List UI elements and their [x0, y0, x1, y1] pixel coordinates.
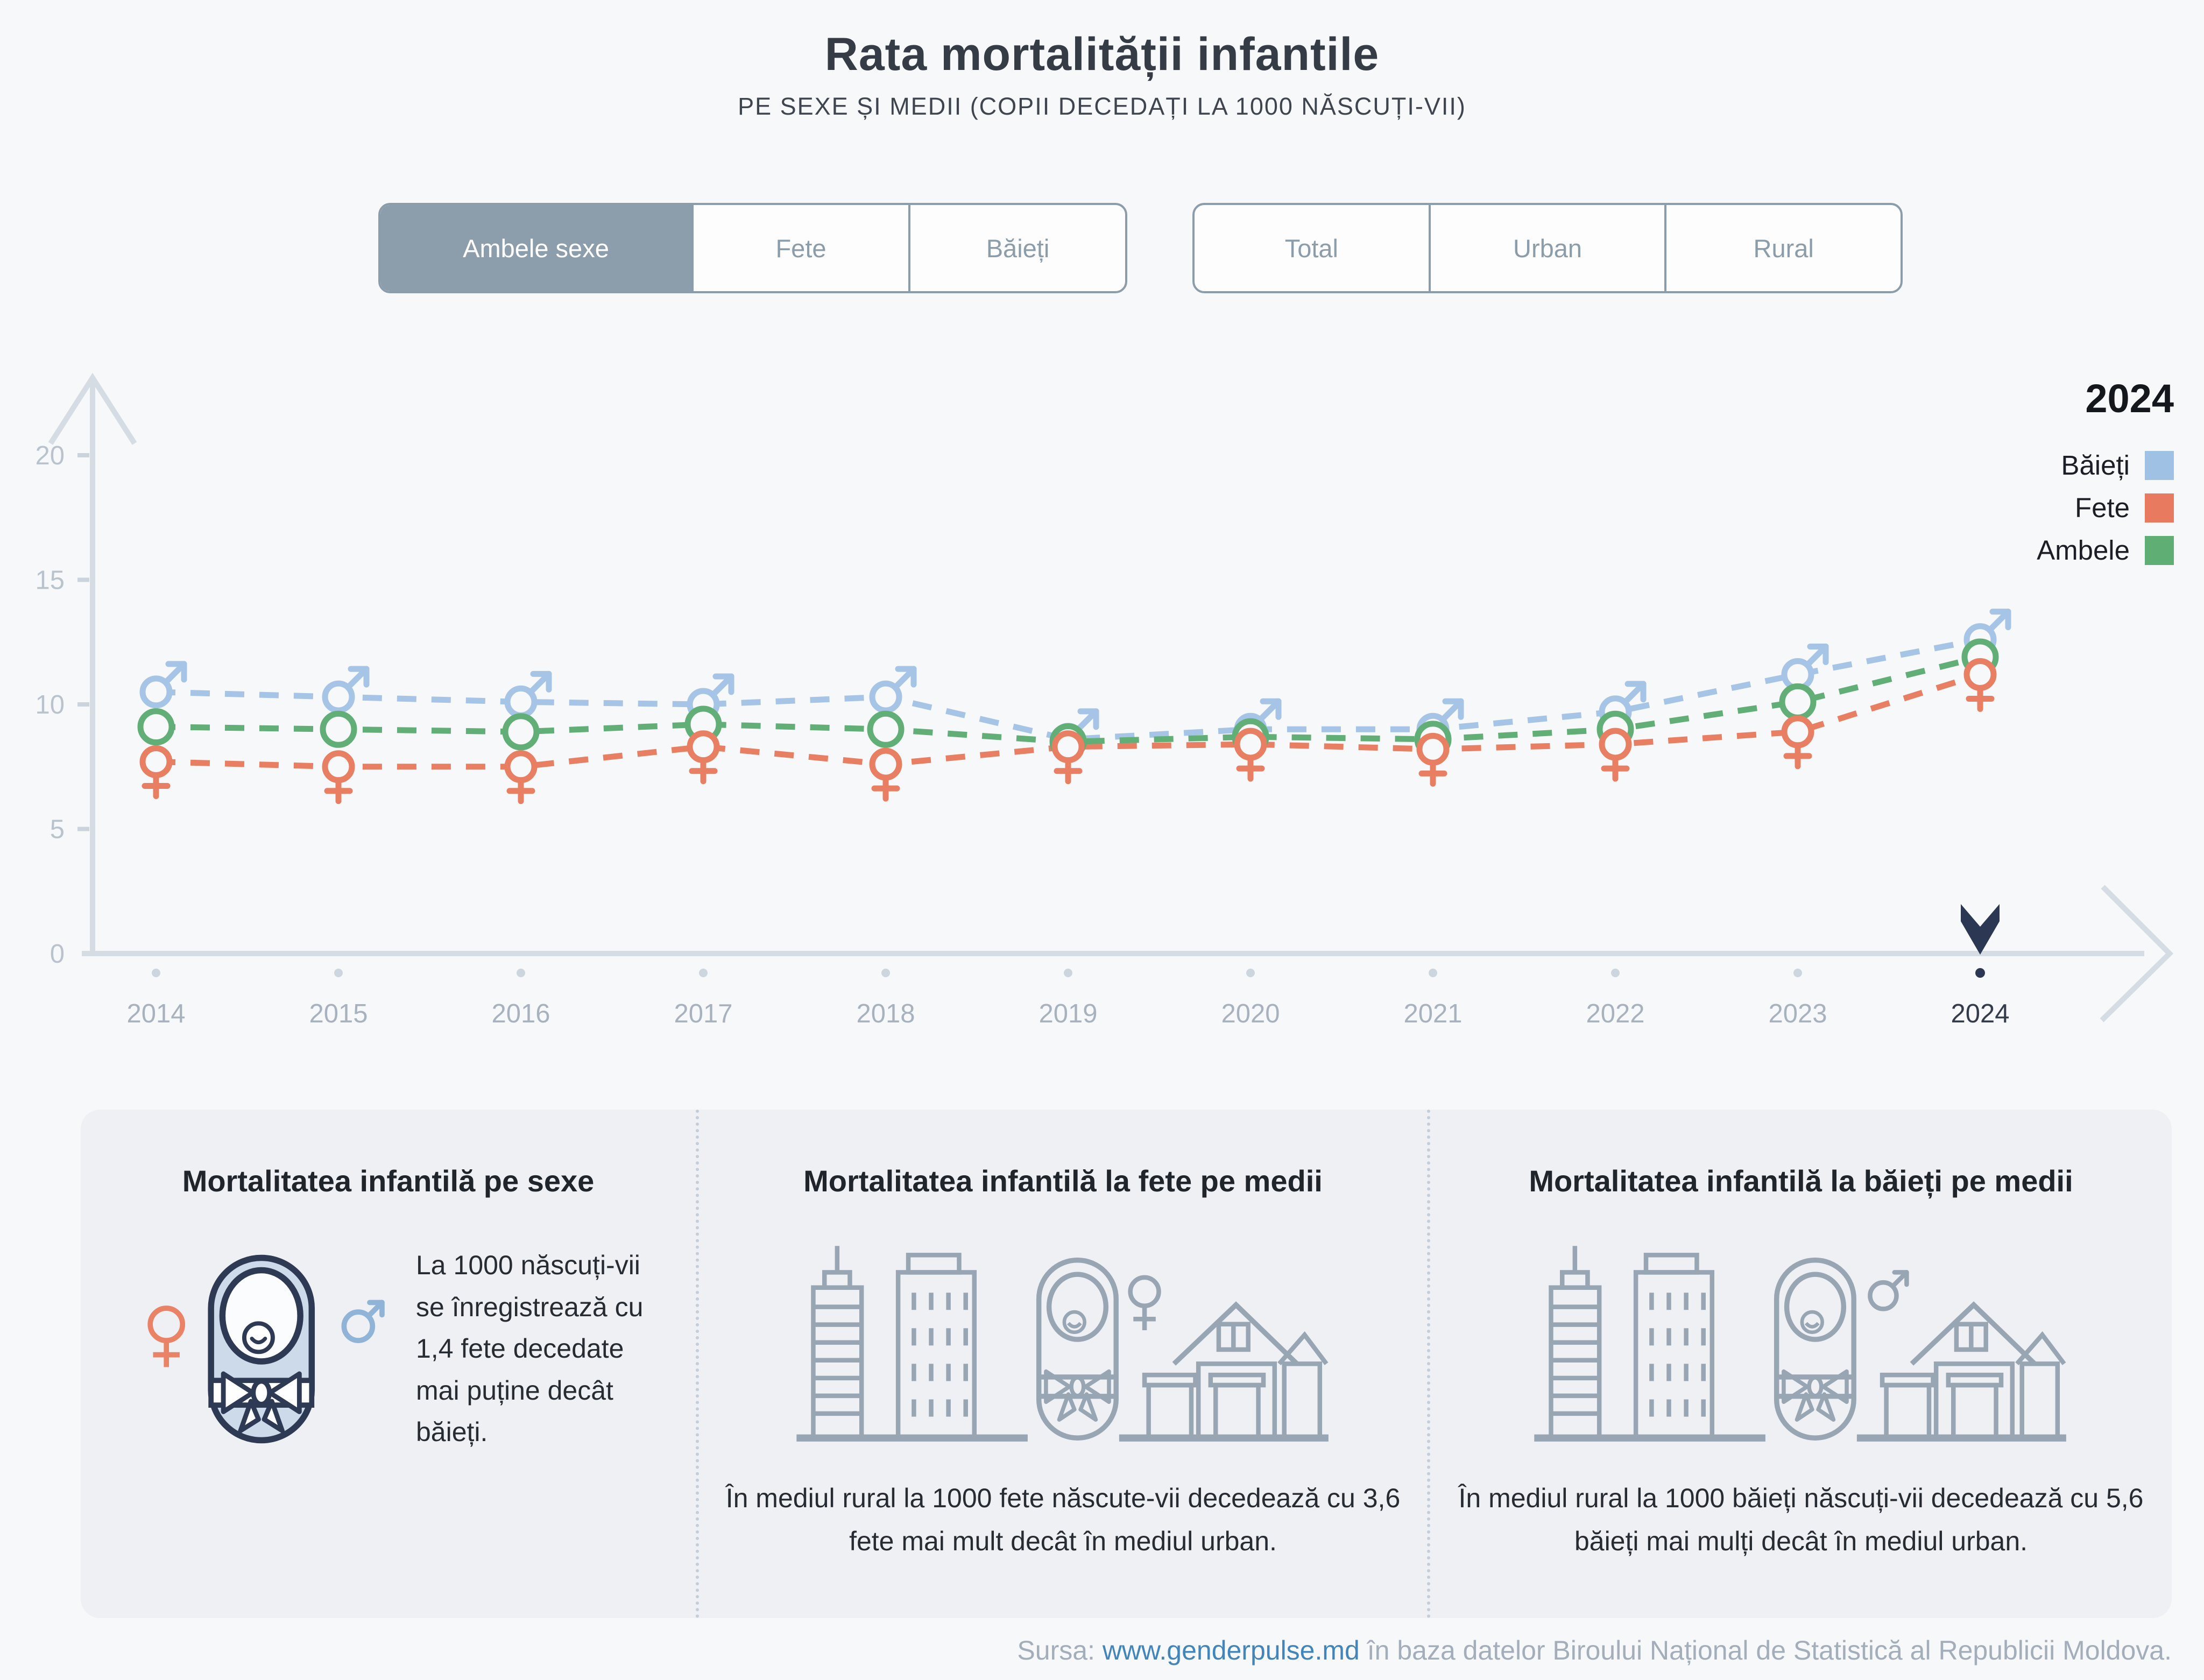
- svg-text:2023: 2023: [1768, 999, 1827, 1028]
- page-title: Rata mortalității infantile: [824, 29, 1380, 80]
- svg-text:2016: 2016: [491, 999, 550, 1028]
- card-girls-by-medium: Mortalitatea infantilă la fete pe medii: [696, 1110, 1427, 1618]
- city-buildings-icon: [796, 1246, 1028, 1442]
- chart-legend: 2024 Băieți Fete Ambele: [2037, 376, 2174, 577]
- legend-label: Ambele: [2037, 535, 2130, 566]
- card-heading: Mortalitatea infantilă pe sexe: [182, 1164, 595, 1198]
- houses-icon: [1119, 1301, 1329, 1442]
- card-boys-by-medium: Mortalitatea infantilă la băieți pe medi…: [1427, 1110, 2172, 1618]
- urban-rural-boys-icons: [1534, 1246, 2066, 1442]
- legend-item-ambele[interactable]: Ambele: [2037, 534, 2174, 566]
- female-icon: [147, 1305, 186, 1367]
- female-icon: [1127, 1275, 1161, 1331]
- svg-text:2022: 2022: [1586, 999, 1644, 1028]
- baby-icon: [1036, 1258, 1119, 1441]
- legend-year: 2024: [2085, 376, 2174, 421]
- legend-label: Băieți: [2061, 450, 2130, 481]
- card-mortality-by-sex: Mortalitatea infantilă pe sexe: [81, 1110, 696, 1618]
- insights-panel: Mortalitatea infantilă pe sexe: [81, 1110, 2172, 1618]
- card-heading: Mortalitatea infantilă la băieți pe medi…: [1529, 1164, 2073, 1198]
- city-buildings-icon: [1534, 1246, 1765, 1442]
- male-icon: [1868, 1270, 1909, 1311]
- baieti-color-swatch: [2145, 450, 2174, 480]
- baby-icon: [208, 1254, 315, 1444]
- sex-filter-fete[interactable]: Fete: [691, 205, 908, 291]
- svg-text:2019: 2019: [1039, 999, 1097, 1028]
- ambele-color-swatch: [2145, 535, 2174, 565]
- urban-rural-girls-icons: [796, 1246, 1329, 1442]
- svg-text:2017: 2017: [674, 999, 732, 1028]
- legend-item-fete[interactable]: Fete: [2037, 492, 2174, 524]
- baby-with-gender-symbols-icon: [147, 1254, 385, 1444]
- svg-text:2021: 2021: [1403, 999, 1462, 1028]
- svg-text:2015: 2015: [309, 999, 368, 1028]
- medium-filter-group: Total Urban Rural: [1192, 203, 1903, 293]
- svg-text:0: 0: [50, 940, 65, 969]
- svg-text:10: 10: [35, 690, 65, 719]
- legend-label: Fete: [2074, 492, 2130, 523]
- legend-item-baieti[interactable]: Băieți: [2037, 449, 2174, 481]
- sex-filter-group: Ambele sexe Fete Băieți: [378, 203, 1127, 293]
- page-subtitle: PE SEXE ȘI MEDII (COPII DECEDAȚI LA 1000…: [738, 93, 1466, 120]
- medium-filter-urban[interactable]: Urban: [1428, 205, 1665, 291]
- card-heading: Mortalitatea infantilă la fete pe medii: [803, 1164, 1323, 1198]
- baby-icon: [1774, 1258, 1856, 1441]
- svg-text:20: 20: [35, 441, 65, 470]
- svg-text:2024: 2024: [1951, 999, 2009, 1028]
- genderpulse-link[interactable]: www.genderpulse.md: [1102, 1635, 1360, 1665]
- svg-text:5: 5: [50, 815, 65, 844]
- card-text: În mediul rural la 1000 băieți născuți-v…: [1458, 1483, 2144, 1556]
- source-footer: Sursa: www.genderpulse.md în baza datelo…: [1017, 1635, 2172, 1666]
- svg-text:2014: 2014: [126, 999, 185, 1028]
- source-suffix: în baza datelor Biroului Național de Sta…: [1359, 1635, 2172, 1665]
- medium-filter-total[interactable]: Total: [1284, 234, 1338, 263]
- houses-icon: [1856, 1301, 2066, 1442]
- sex-filter-baieti[interactable]: Băieți: [908, 205, 1125, 291]
- card-text: În mediul rural la 1000 fete născute-vii…: [725, 1483, 1401, 1556]
- fete-color-swatch: [2145, 493, 2174, 523]
- card-text: La 1000 născuți-vii se înregistrează cu …: [416, 1250, 644, 1448]
- male-icon: [341, 1300, 385, 1343]
- medium-filter-rural[interactable]: Rural: [1664, 205, 1901, 291]
- source-prefix: Sursa:: [1017, 1635, 1103, 1665]
- sex-filter-ambele-sexe[interactable]: Ambele sexe: [380, 205, 691, 291]
- svg-text:2018: 2018: [856, 999, 915, 1028]
- svg-text:2020: 2020: [1221, 999, 1280, 1028]
- svg-text:15: 15: [35, 566, 65, 595]
